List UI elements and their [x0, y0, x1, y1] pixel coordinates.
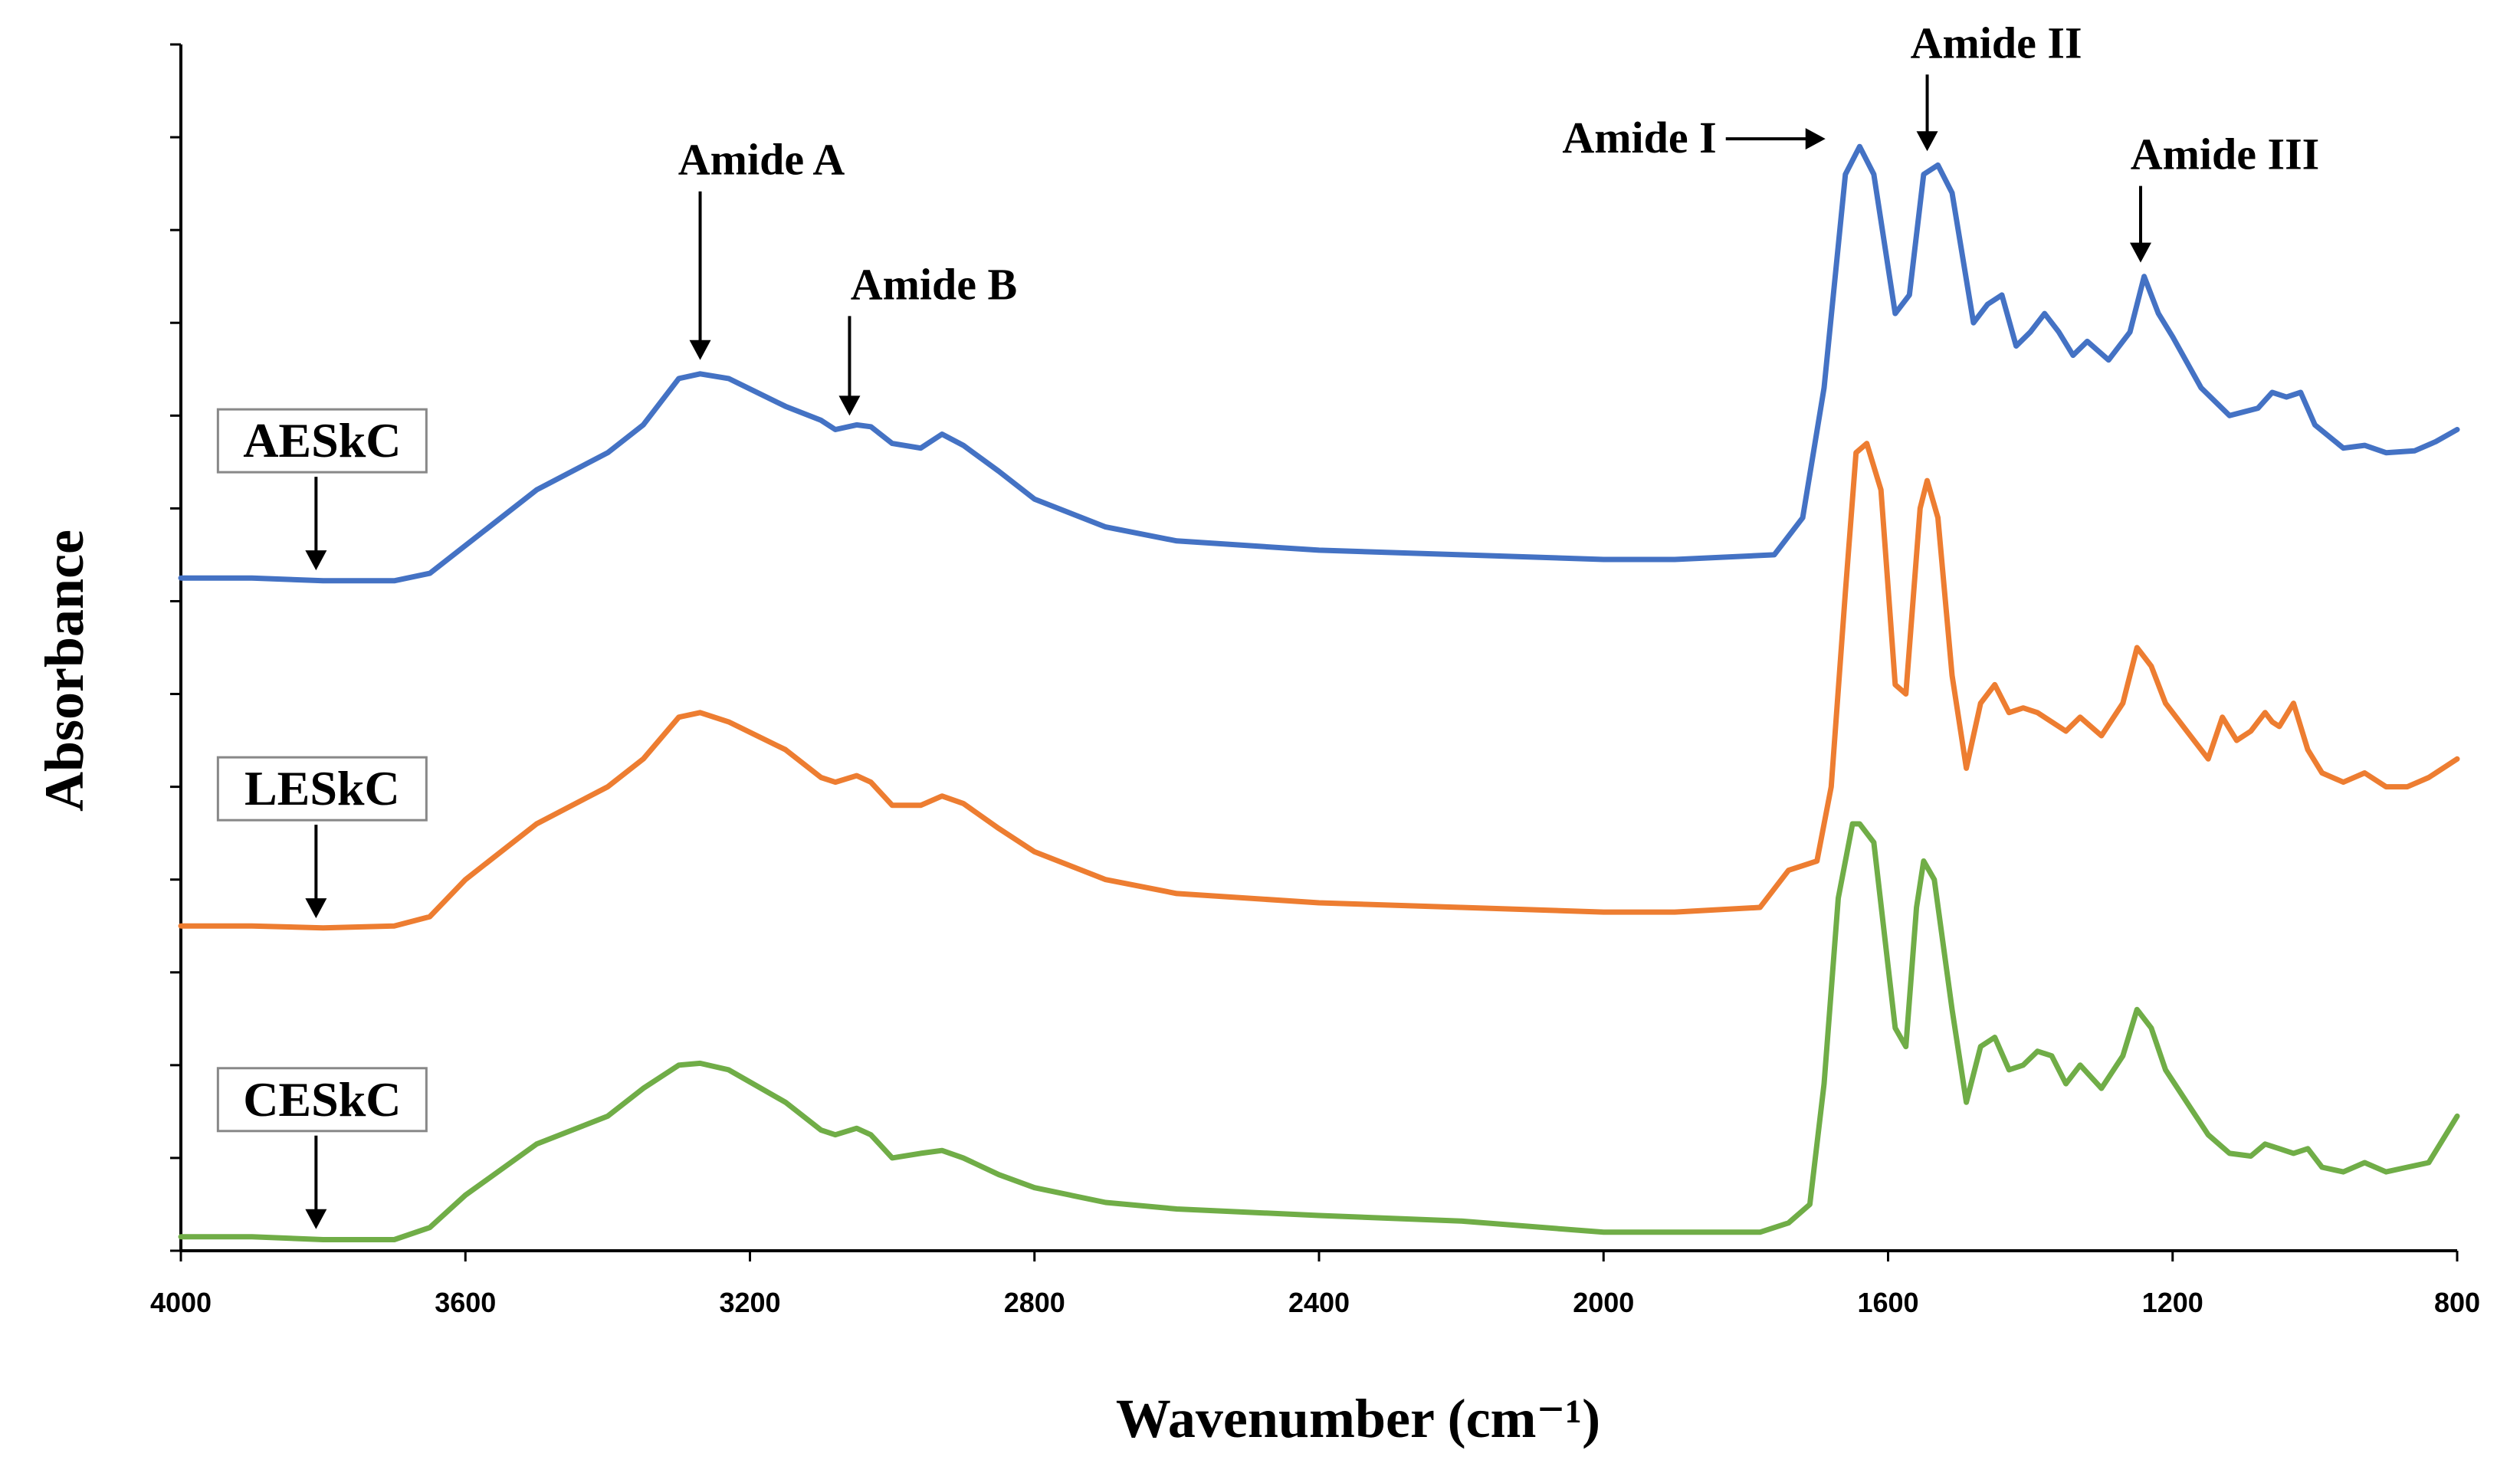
amide-iii-label: Amide III — [2131, 130, 2320, 179]
amide-iii-arrowhead — [2129, 242, 2151, 263]
series-label-box-leskc — [216, 756, 428, 822]
amide-b-arrowhead — [838, 395, 861, 416]
series-label-leskc: LESkC — [244, 761, 400, 815]
peak-annotations: Amide A Amide B Amide I Amide II Amide III — [678, 18, 2320, 416]
series-label-arrowhead-aeskc — [305, 550, 327, 571]
series-line-aeskc — [178, 143, 2460, 584]
x-tick-label-4000: 4000 — [150, 1287, 212, 1318]
y-axis-ticks — [170, 43, 181, 1252]
series-line-ceskc — [178, 821, 2460, 1242]
series-label-box-aeskc — [216, 408, 428, 474]
spectra — [178, 143, 2460, 1242]
series-line-leskc — [178, 441, 2460, 931]
amide-a-label: Amide A — [678, 135, 845, 185]
x-tick-label-1600: 1600 — [1857, 1287, 1918, 1318]
x-tick-label-3200: 3200 — [719, 1287, 780, 1318]
series-label-aeskc: AESkC — [243, 413, 401, 467]
amide-ii-arrowhead — [1916, 131, 1938, 152]
x-tick-label-3600: 3600 — [435, 1287, 496, 1318]
amide-a-arrowhead — [689, 340, 711, 360]
x-tick-label-800: 800 — [2434, 1287, 2480, 1318]
y-axis-title: Absorbance — [34, 530, 95, 812]
amide-ii-label: Amide II — [1911, 18, 2082, 67]
series-labels: AESkC LESkC CESkC — [216, 408, 428, 1229]
x-axis-title: Wavenumber (cm⁻¹) — [1116, 1388, 1600, 1449]
x-axis-ticks — [179, 1251, 2459, 1261]
x-tick-label-2400: 2400 — [1288, 1287, 1350, 1318]
amide-i-label: Amide I — [1562, 113, 1716, 162]
series-label-arrowhead-leskc — [305, 898, 327, 919]
series-label-arrowhead-ceskc — [305, 1209, 327, 1229]
x-tick-label-1200: 1200 — [2142, 1287, 2203, 1318]
amide-i-arrowhead — [1805, 128, 1826, 150]
x-axis-tick-labels: 4000 3600 3200 2800 2400 2000 1600 1200 800 — [150, 1287, 2480, 1318]
x-tick-label-2800: 2800 — [1004, 1287, 1065, 1318]
series-label-box-ceskc — [216, 1067, 428, 1133]
series-label-ceskc: CESkC — [243, 1072, 401, 1127]
amide-b-label: Amide B — [851, 259, 1018, 309]
x-tick-label-2000: 2000 — [1573, 1287, 1634, 1318]
